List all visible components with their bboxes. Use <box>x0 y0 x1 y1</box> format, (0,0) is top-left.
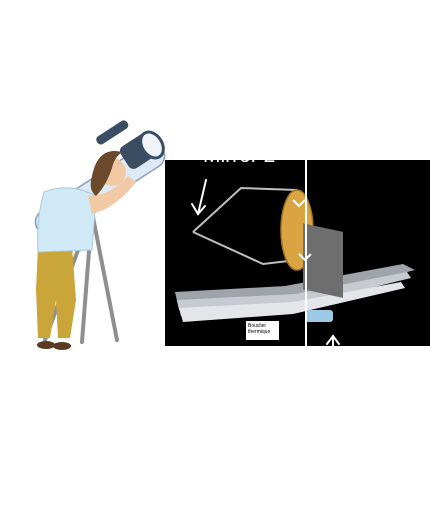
arrow-icon <box>191 179 207 216</box>
arrow-up-icon <box>326 334 340 346</box>
sunshield-label-line1: Bouclier <box>248 323 267 329</box>
space-telescope-illustration <box>175 160 415 346</box>
mirror-caption: Mirror 2 <box>203 144 276 167</box>
sunshield <box>175 264 415 322</box>
sunshield-label: Bouclier thermique <box>246 321 279 340</box>
instrument-module <box>305 310 333 322</box>
space-telescope-panel <box>165 160 430 346</box>
person <box>36 151 136 350</box>
chevron-icon <box>292 199 312 262</box>
primary-mirror <box>280 189 343 298</box>
sunshield-label-line2: thermique <box>248 329 271 335</box>
mirror-struts <box>192 186 298 266</box>
